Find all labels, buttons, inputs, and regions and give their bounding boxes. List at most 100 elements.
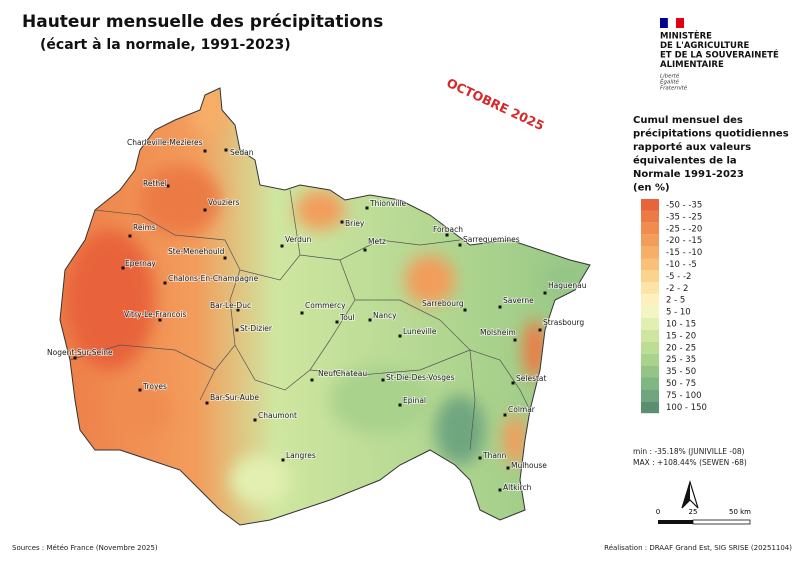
city-label: NeufChateau	[318, 369, 367, 378]
city-dot	[498, 488, 502, 492]
city-label: Charleville-Mezieres	[127, 138, 203, 147]
city-dot	[138, 388, 142, 392]
city-dot	[498, 305, 502, 309]
city-dot	[503, 413, 507, 417]
city-label: Thann	[482, 451, 507, 460]
legend-label: -15 - -10	[666, 248, 702, 258]
legend-label: 50 - 75	[666, 379, 696, 389]
ministry-line: DE L'AGRICULTURE	[660, 41, 749, 51]
city-label: Toul	[339, 313, 355, 322]
month-stamp: OCTOBRE 2025	[444, 75, 546, 133]
title: Hauteur mensuelle des précipitations	[22, 12, 383, 32]
city-label: Verdun	[285, 235, 312, 244]
city-dot	[335, 320, 339, 324]
legend-swatch	[641, 258, 659, 271]
city-label: Epernay	[125, 259, 156, 268]
scale-label: 25	[689, 508, 698, 516]
city-label: Altkirch	[503, 483, 532, 492]
legend-title-line: rapporté aux valeurs	[633, 141, 751, 153]
legend-swatch	[641, 318, 659, 330]
legend-swatch	[641, 377, 659, 390]
legend-swatch	[641, 234, 659, 247]
city-dot	[223, 256, 227, 260]
scale-label: 50 km	[729, 508, 751, 516]
city-label: Sarrebourg	[422, 299, 464, 308]
city-dot	[235, 328, 239, 332]
city-dot	[310, 378, 314, 382]
legend-label: 75 - 100	[666, 391, 702, 401]
city-label: Bar-Le-Duc	[210, 301, 251, 310]
city-label: St-Die-Des-Vosges	[386, 373, 455, 382]
city-label: Metz	[368, 237, 386, 246]
legend-swatch	[641, 306, 659, 318]
legend-label: 25 - 35	[666, 355, 696, 365]
legend-swatch	[641, 246, 659, 259]
motto-line: Liberté	[660, 73, 680, 80]
department-borders	[69, 189, 531, 451]
ministry-line: ALIMENTAIRE	[660, 60, 724, 70]
ministry-line: MINISTÈRE	[660, 30, 712, 42]
legend-title-line: (en %)	[633, 183, 670, 194]
city-label: Vitry-Le-Francois	[124, 310, 186, 319]
legend-label: 10 - 15	[666, 320, 696, 330]
city-label: Langres	[286, 451, 316, 460]
city-label: Haguenau	[548, 281, 587, 290]
city-dot	[166, 184, 170, 188]
city-dot	[203, 208, 207, 212]
legend-label: -25 - -20	[666, 224, 702, 234]
legend-swatch	[641, 341, 659, 354]
city-dot	[478, 456, 482, 460]
legend-label: 20 - 25	[666, 343, 696, 353]
motto-line: Égalité	[660, 78, 680, 86]
legend-title-line: équivalentes de la	[633, 155, 737, 167]
credit: Réalisation : DRAAF Grand Est, SIG SRISE…	[604, 544, 792, 552]
legend-swatch	[641, 210, 659, 223]
city-dot	[463, 308, 467, 312]
legend-swatch	[641, 282, 659, 295]
city-dot	[224, 148, 228, 152]
city-dot	[511, 381, 515, 385]
city-dot	[253, 418, 257, 422]
legend-label: -2 - 2	[666, 284, 688, 294]
city-dot	[543, 291, 547, 295]
city-label: Sarreguemines	[463, 235, 520, 244]
city-dot	[236, 308, 240, 312]
city-label: Vouziers	[208, 198, 240, 207]
legend-label: 15 - 20	[666, 331, 696, 341]
city-label: Ste-Menehould	[168, 247, 225, 256]
city-label: Mulhouse	[511, 461, 547, 470]
subtitle: (écart à la normale, 1991-2023)	[40, 37, 291, 53]
legend-label: -10 - -5	[666, 260, 697, 270]
city-dot	[73, 356, 77, 360]
city-dot	[163, 281, 167, 285]
legend-swatch	[641, 329, 659, 342]
city-label: St-Dizier	[240, 324, 273, 333]
city-dot	[158, 318, 162, 322]
city-dot	[513, 338, 517, 342]
city-label: Luneville	[403, 327, 437, 336]
sources: Sources : Météo France (Novembre 2025)	[12, 544, 158, 552]
city-label: Nancy	[373, 311, 397, 320]
city-dot	[398, 403, 402, 407]
legend-label: -20 - -15	[666, 236, 702, 246]
city-label: Colmar	[508, 405, 536, 414]
city-label: Briey	[345, 219, 365, 228]
cities: Charleville-Mezieres Sedan Rethel Vouziers R…	[46, 137, 587, 493]
city-dot	[300, 311, 304, 315]
city-label: Nogent-Sur-Seine	[47, 348, 113, 357]
legend-swatch	[641, 365, 659, 378]
legend-swatch	[641, 222, 659, 235]
city-label: Thionville	[369, 199, 406, 208]
city-label: Chaumont	[258, 411, 297, 420]
city-dot	[205, 401, 209, 405]
ministry-logo	[660, 17, 684, 29]
legend-label: 2 - 5	[666, 296, 685, 306]
scale-bar	[658, 519, 751, 525]
legend-label: 35 - 50	[666, 367, 696, 377]
legend-title-line: Normale 1991-2023	[633, 169, 744, 180]
city-dot	[538, 328, 542, 332]
city-label: Selestat	[516, 374, 547, 383]
city-dot	[340, 220, 344, 224]
city-label: Epinal	[403, 396, 426, 405]
